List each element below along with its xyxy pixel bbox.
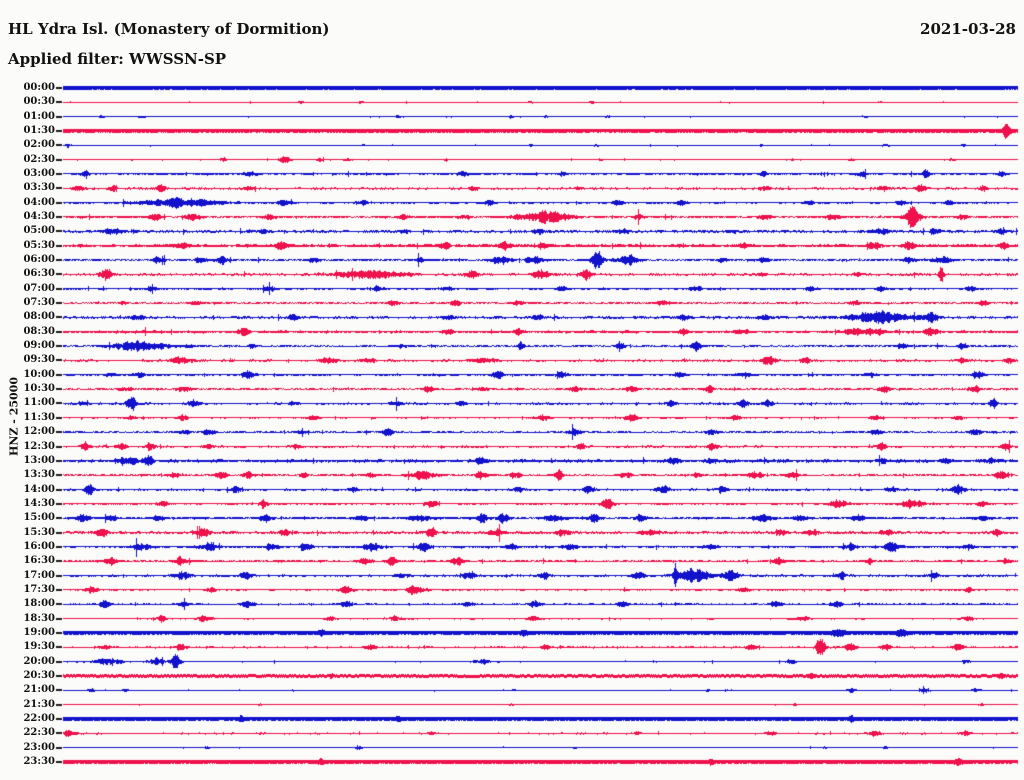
row-time-label: 20:00 — [23, 655, 55, 667]
row-time-label: 01:30 — [23, 125, 55, 137]
row-time-label: 11:00 — [23, 397, 55, 409]
row-time-label: 07:30 — [23, 297, 55, 309]
row-time-label: 01:00 — [23, 110, 55, 122]
row-time-label: 21:30 — [23, 698, 55, 710]
row-time-label: 21:00 — [23, 684, 55, 696]
row-time-label: 12:30 — [23, 440, 55, 452]
row-time-label: 03:30 — [23, 182, 55, 194]
row-time-label: 00:30 — [23, 96, 55, 108]
row-time-label: 12:00 — [23, 426, 55, 438]
row-time-label: 20:30 — [23, 669, 55, 681]
row-time-label: 15:00 — [23, 512, 55, 524]
row-time-label: 16:30 — [23, 555, 55, 567]
row-time-label: 15:30 — [23, 526, 55, 538]
row-time-label: 22:00 — [23, 712, 55, 724]
row-time-label: 18:00 — [23, 598, 55, 610]
row-time-label: 22:30 — [23, 727, 55, 739]
row-time-label: 17:00 — [23, 569, 55, 581]
row-time-label: 14:00 — [23, 483, 55, 495]
row-time-label: 05:30 — [23, 239, 55, 251]
row-time-label: 05:00 — [23, 225, 55, 237]
row-time-label: 06:30 — [23, 268, 55, 280]
row-time-label: 04:30 — [23, 211, 55, 223]
row-time-label: 08:00 — [23, 311, 55, 323]
row-time-label: 09:00 — [23, 340, 55, 352]
row-time-label: 07:00 — [23, 282, 55, 294]
row-time-label: 03:00 — [23, 168, 55, 180]
row-time-label: 14:30 — [23, 497, 55, 509]
row-time-label: 02:00 — [23, 139, 55, 151]
row-time-label: 06:00 — [23, 254, 55, 266]
row-time-label: 00:00 — [23, 82, 55, 93]
row-time-label: 23:00 — [23, 741, 55, 753]
row-time-label: 02:30 — [23, 153, 55, 165]
row-time-label: 09:30 — [23, 354, 55, 366]
row-time-label: 19:30 — [23, 641, 55, 653]
row-time-label: 10:30 — [23, 383, 55, 395]
row-time-label: 11:30 — [23, 411, 55, 423]
row-time-label: 13:00 — [23, 454, 55, 466]
row-time-label: 10:00 — [23, 368, 55, 380]
row-time-label: 04:00 — [23, 196, 55, 208]
row-time-label: 23:30 — [23, 755, 55, 767]
row-time-label: 13:30 — [23, 469, 55, 481]
row-time-label: 17:30 — [23, 583, 55, 595]
row-time-label: 08:30 — [23, 325, 55, 337]
row-time-label: 16:00 — [23, 540, 55, 552]
row-time-label: 18:30 — [23, 612, 55, 624]
row-time-label: 19:00 — [23, 626, 55, 638]
